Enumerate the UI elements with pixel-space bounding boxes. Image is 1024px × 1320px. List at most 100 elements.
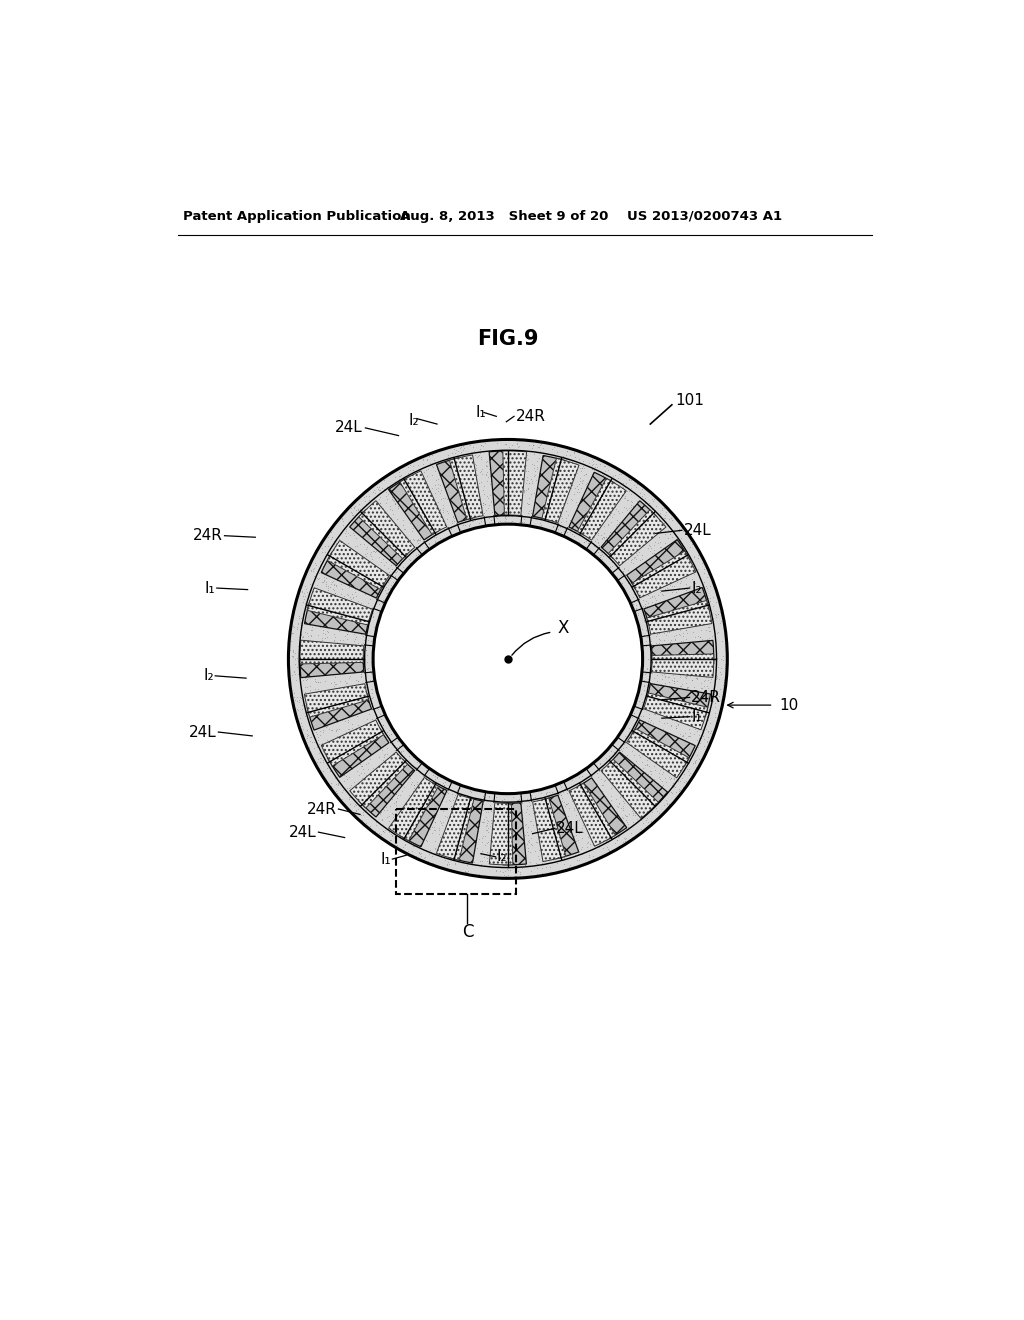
- Point: [538, 857, 554, 878]
- Point: [701, 642, 718, 663]
- Point: [500, 813, 516, 834]
- Point: [714, 630, 730, 651]
- Point: [324, 685, 340, 706]
- Point: [629, 727, 645, 748]
- Point: [408, 825, 424, 846]
- Point: [585, 523, 601, 544]
- Point: [630, 605, 646, 626]
- Point: [311, 605, 328, 626]
- Point: [347, 725, 364, 746]
- Point: [354, 527, 371, 548]
- Point: [326, 751, 342, 772]
- Point: [683, 657, 699, 678]
- Point: [595, 838, 611, 859]
- Point: [349, 760, 366, 781]
- Point: [647, 593, 664, 614]
- Point: [301, 737, 317, 758]
- Point: [641, 635, 657, 656]
- Point: [535, 469, 551, 490]
- Point: [409, 519, 425, 540]
- Point: [583, 473, 599, 494]
- Point: [344, 713, 360, 734]
- Point: [358, 628, 375, 649]
- Point: [698, 735, 715, 756]
- Point: [299, 676, 315, 697]
- Point: [321, 579, 337, 601]
- Point: [346, 785, 362, 807]
- Point: [559, 829, 575, 850]
- Point: [657, 789, 674, 810]
- Point: [557, 777, 573, 799]
- Point: [455, 793, 471, 814]
- Point: [604, 556, 621, 577]
- Point: [615, 508, 632, 529]
- Point: [556, 779, 572, 800]
- Point: [346, 698, 362, 719]
- Point: [431, 499, 447, 520]
- Point: [402, 774, 419, 795]
- Point: [651, 644, 668, 665]
- Point: [391, 750, 408, 771]
- Point: [336, 764, 352, 785]
- Point: [500, 458, 516, 479]
- Point: [309, 752, 326, 774]
- Point: [652, 540, 669, 561]
- Point: [567, 511, 584, 532]
- Point: [360, 557, 377, 578]
- Point: [677, 722, 693, 743]
- Point: [623, 491, 639, 512]
- Point: [590, 531, 606, 552]
- Point: [624, 800, 640, 821]
- Point: [389, 780, 406, 801]
- Point: [358, 689, 375, 710]
- Point: [301, 593, 317, 614]
- Point: [665, 743, 681, 764]
- Point: [525, 444, 542, 465]
- Point: [466, 471, 482, 492]
- Polygon shape: [322, 719, 384, 766]
- Point: [613, 820, 630, 841]
- Point: [352, 688, 369, 709]
- Point: [468, 837, 484, 858]
- Point: [701, 656, 718, 677]
- Point: [512, 785, 528, 807]
- Point: [644, 606, 660, 627]
- Point: [382, 550, 398, 572]
- Point: [478, 499, 495, 520]
- Point: [338, 733, 354, 754]
- Point: [375, 821, 391, 842]
- Point: [626, 590, 642, 611]
- Point: [642, 760, 658, 781]
- Point: [639, 688, 655, 709]
- Point: [680, 648, 696, 669]
- Point: [370, 539, 386, 560]
- Point: [330, 767, 346, 788]
- Point: [644, 594, 660, 615]
- Point: [373, 795, 389, 816]
- Point: [548, 836, 564, 857]
- Point: [290, 612, 306, 634]
- Point: [658, 696, 675, 717]
- Point: [631, 589, 647, 610]
- Point: [607, 521, 624, 543]
- Point: [620, 775, 636, 796]
- Point: [289, 698, 305, 719]
- Point: [412, 521, 428, 543]
- Point: [353, 660, 370, 681]
- Point: [653, 543, 670, 564]
- Point: [441, 853, 458, 874]
- Point: [361, 801, 378, 822]
- Point: [340, 647, 356, 668]
- Point: [534, 809, 550, 830]
- Point: [526, 841, 543, 862]
- Point: [614, 502, 631, 523]
- Point: [609, 817, 626, 838]
- Point: [664, 678, 680, 700]
- Point: [414, 524, 430, 545]
- Point: [609, 557, 626, 578]
- Point: [527, 787, 544, 808]
- Point: [341, 787, 357, 808]
- Point: [375, 791, 391, 812]
- Point: [507, 855, 523, 876]
- Point: [407, 490, 423, 511]
